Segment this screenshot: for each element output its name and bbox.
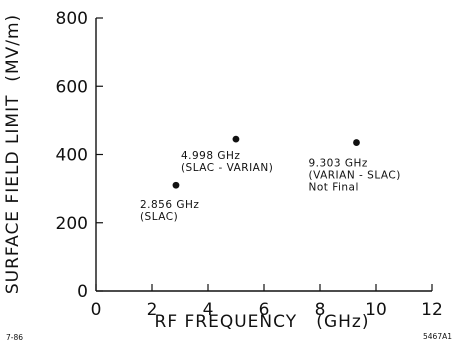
x-tick-label: 4 (203, 300, 214, 320)
y-axis-title: SURFACE FIELD LIMIT (MV/m) (3, 14, 23, 294)
data-points (172, 135, 360, 189)
x-tick-label: 2 (147, 300, 158, 320)
y-tick-label: 200 (56, 214, 88, 234)
y-tick-label: 800 (56, 9, 88, 29)
y-ticks: 0 200 400 600 800 (56, 9, 103, 302)
point-annotation-line: 9.303 GHz (308, 158, 367, 170)
footer-left-label: 7-86 (6, 333, 23, 342)
x-tick-label: 12 (421, 300, 443, 320)
y-tick-label: 400 (56, 146, 88, 166)
x-tick-label: 8 (315, 300, 326, 320)
point-annotation-line: (SLAC) (140, 211, 178, 223)
point-annotations: 2.856 GHz(SLAC) 4.998 GHz(SLAC - VARIAN) 9… (140, 150, 400, 223)
x-tick-label: 0 (91, 300, 102, 320)
point-annotation-line: Not Final (308, 182, 358, 194)
y-tick-label: 0 (77, 282, 88, 302)
footer-right-label: 5467A1 (423, 332, 452, 341)
point-annotation-line: 2.856 GHz (140, 199, 199, 211)
point-annotation-line: (SLAC - VARIAN) (181, 162, 273, 174)
point-annotation-line: 4.998 GHz (181, 150, 240, 162)
y-tick-label: 600 (56, 77, 88, 97)
x-tick-label: 6 (259, 300, 270, 320)
data-point (353, 139, 360, 146)
plot-frame (95, 18, 432, 292)
x-ticks: 0 2 4 6 8 10 12 (91, 284, 443, 320)
data-point (172, 181, 180, 189)
x-axis-title: RF FREQUENCY (GHz) (155, 312, 370, 332)
point-annotation-line: (VARIAN - SLAC) (308, 170, 400, 182)
data-point (232, 135, 240, 143)
x-tick-label: 10 (365, 300, 387, 320)
